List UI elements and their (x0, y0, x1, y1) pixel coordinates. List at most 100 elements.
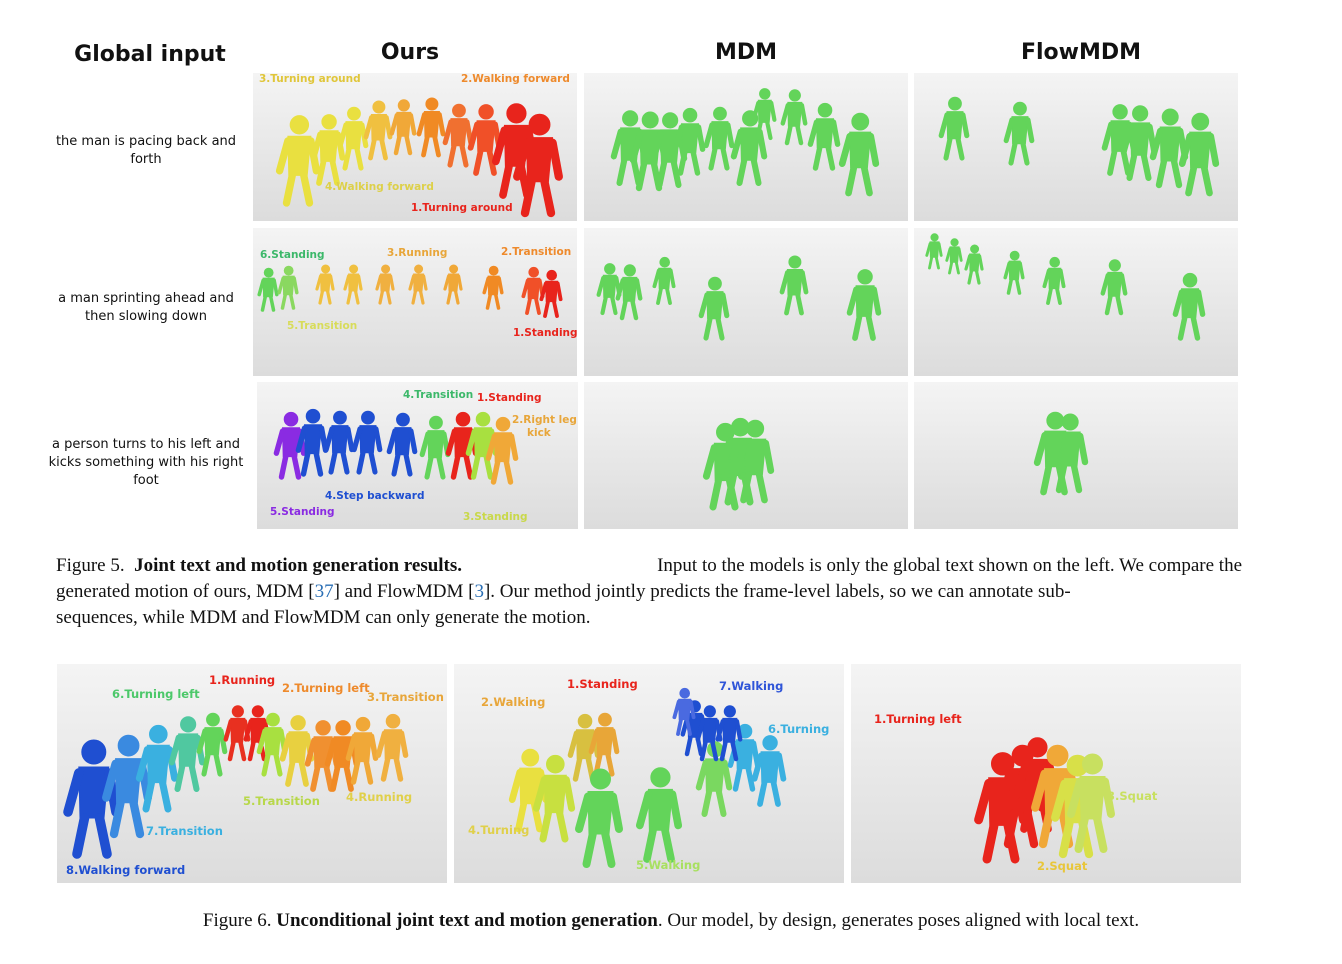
caption-line-1: Figure 5. Joint text and motion generati… (56, 553, 1242, 579)
label-4-transition: 4.Transition (403, 389, 474, 401)
human-figure (539, 269, 563, 318)
label-1-standing: 1.Standing (477, 392, 542, 404)
human-figure (588, 712, 620, 777)
prompt-row-2: a man sprinting ahead and then slowing d… (58, 291, 234, 324)
human-figure (703, 106, 735, 171)
label-1-standing: 1.Standing (567, 677, 638, 691)
human-figure (1067, 753, 1115, 853)
human-figure (1042, 256, 1066, 305)
human-figure (1003, 101, 1035, 166)
human-figure (315, 264, 335, 305)
human-figure (751, 88, 777, 141)
human-figure (323, 410, 355, 475)
header-ours: Ours (380, 40, 440, 65)
panel-row3-mdm (584, 382, 908, 529)
label-4-running: 4.Running (346, 790, 413, 804)
human-figure (672, 107, 706, 176)
motion-figures (596, 255, 882, 341)
human-figure (310, 114, 346, 186)
label-2-walking-forward: 2.Walking forward (461, 73, 570, 85)
human-figure (491, 103, 539, 199)
label-5-standing: 5.Standing (270, 506, 335, 518)
caption-text-2b: ] and FlowMDM [ (333, 581, 475, 602)
human-figure (442, 103, 474, 168)
human-figure (521, 266, 545, 315)
human-figure (780, 89, 808, 146)
human-figure (375, 264, 395, 305)
human-figure (596, 263, 622, 316)
panel-fig6-1: 1.Running 6.Turning left 2.Turning left … (57, 664, 447, 883)
panel-fig6-3: 1.Turning left 3.Squat 2.Squat (851, 664, 1241, 883)
label-5-transition: 5.Transition (287, 320, 358, 332)
human-figure (1178, 112, 1220, 197)
human-figure (443, 264, 463, 305)
header-global-input: Global input (74, 42, 226, 67)
panel-row1-mdm (584, 73, 908, 221)
panel-row3-ours: 4.Transition 1.Standing 2.Right leg kick… (257, 382, 578, 529)
human-figure (846, 269, 882, 341)
label-2-right-leg: 2.Right leg (512, 414, 577, 426)
label-4-turning: 4.Turning (468, 823, 530, 837)
human-figure (295, 408, 329, 477)
panel-fig6-2: 1.Standing 7.Walking 2.Walking 6.Turning… (454, 664, 844, 883)
citation-link-37[interactable]: 37 (314, 581, 334, 602)
human-figure (1120, 105, 1158, 182)
label-2-turning-left: 2.Turning left (282, 681, 370, 695)
human-figure (1100, 259, 1128, 316)
header-mdm: MDM (714, 40, 778, 65)
human-figure (63, 739, 121, 859)
label-7-transition: 7.Transition (146, 824, 223, 838)
panel-row2-mdm (584, 228, 908, 376)
human-figure (635, 767, 683, 863)
human-figure (1149, 108, 1189, 189)
human-figure (513, 113, 563, 218)
human-figure (698, 276, 730, 341)
human-figure (223, 705, 251, 762)
human-figure (751, 735, 787, 807)
human-figure (964, 244, 984, 285)
human-figure (275, 115, 321, 207)
label-3-turning-around: 3.Turning around (259, 73, 361, 85)
human-figure (279, 715, 315, 787)
human-figure (938, 96, 970, 161)
human-figure (652, 256, 676, 305)
label-4-step-backward: 4.Step backward (325, 490, 425, 502)
human-figure (1003, 250, 1025, 295)
label-2-kick: kick (527, 427, 551, 439)
label-1-turning-left: 1.Turning left (874, 712, 962, 726)
motion-figures (63, 705, 409, 859)
human-figure (196, 712, 228, 777)
label-1-turning-around: 1.Turning around (411, 202, 513, 214)
figure-5-title: Joint text and motion generation results… (134, 555, 463, 576)
label-3-transition: 3.Transition (367, 690, 444, 704)
human-figure (337, 106, 369, 171)
human-figure (695, 741, 733, 818)
citation-link-3[interactable]: 3 (474, 581, 484, 602)
panel-row1-ours: 3.Turning around 2.Walking forward 4.Wal… (253, 73, 577, 221)
label-8-walking-forward: 8.Walking forward (66, 863, 186, 877)
label-2-walking: 2.Walking (481, 695, 546, 709)
motion-figures (925, 233, 1206, 341)
human-figure (715, 705, 743, 762)
human-figure (1172, 272, 1206, 341)
motion-figures (257, 264, 563, 318)
label-5-walking: 5.Walking (636, 858, 701, 872)
human-figure (408, 264, 428, 305)
human-figure (386, 412, 418, 477)
label-7-walking: 7.Walking (719, 679, 784, 693)
label-3-standing: 3.Standing (463, 511, 528, 523)
figure-6-label: Figure 6. (202, 910, 272, 931)
human-figure (345, 716, 379, 785)
human-figure (1049, 413, 1089, 494)
caption-text-2c: ]. Our method jointly predicts the frame… (483, 581, 1071, 602)
panel-row1-flowmdm (914, 73, 1238, 221)
human-figure (482, 265, 504, 310)
label-1-standing: 1.Standing (513, 327, 577, 339)
motion-figures (1033, 411, 1089, 496)
human-figure (257, 267, 279, 312)
prompt-row-1: the man is pacing back and forth (55, 134, 237, 167)
human-figure (629, 111, 669, 192)
human-figure (343, 264, 363, 305)
human-figure (375, 713, 409, 782)
human-figure (389, 99, 417, 156)
